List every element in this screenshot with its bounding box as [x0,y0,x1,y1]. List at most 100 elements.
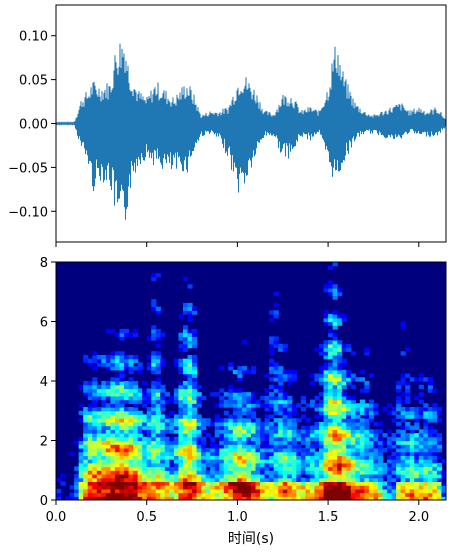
spectrogram-cell [201,496,207,500]
spectrogram-cell [128,354,134,360]
spectrogram-cell [251,436,257,442]
spectrogram-cell [210,485,216,490]
spectrogram-cell [187,447,193,453]
spectrogram-cell [441,481,446,486]
spectrogram-cell [300,429,307,434]
spectrogram-cell [96,362,102,367]
spectrogram-cell [56,496,62,500]
spectrogram-cell [273,395,279,401]
spectrogram-cell [405,444,411,449]
spectrogram-cell [300,440,307,445]
waveform-panel: 0.100.050.00−0.05−0.10 [8,4,447,247]
spectrogram-cell [151,492,157,497]
spectrogram-cell [133,496,139,500]
spectrogram-cell [219,496,225,500]
spectrogram-cell [101,407,107,412]
spectrogram-cell [269,317,275,323]
spectrogram-cell [105,447,112,453]
spectrogram-cell [273,447,279,453]
spectrogram-cell [228,436,234,442]
spectrogram-cell [110,459,116,464]
spectrogram-cell [269,421,275,427]
spectrogram-cell [237,436,243,442]
spectrogram-cell [359,477,365,483]
spectrogram-cell [160,395,166,401]
spectrogram-cell [332,392,338,397]
spectrogram-cell [142,395,148,401]
spectrogram-cell [314,433,320,438]
spectrogram-cell [332,384,338,390]
spectrogram-cell [151,488,157,494]
spectrogram-cell [291,451,297,456]
spectrogram-cell [264,373,270,378]
spectrogram-cell [155,377,161,382]
spectrogram-cell [169,496,175,500]
spectrogram-cell [169,418,175,423]
spectrogram-cell [332,473,338,479]
spectrogram-cell [87,485,93,490]
spectrogram-cell [332,477,338,483]
spectrogram-cell [287,399,293,404]
spectrogram-cell [187,336,193,341]
spectrogram-cell [128,414,134,419]
spectrogram-cell [287,488,293,494]
spectrogram-cell [155,421,161,427]
spectrogram-cell [405,410,411,416]
spectrogram-cell [214,425,220,430]
spectrogram-cell [228,418,234,423]
spectrogram-cell [260,425,266,430]
spectrogram-cell [368,477,375,483]
spectrogram-cell [119,462,125,468]
spectrogram-cell [282,440,288,445]
spectrogram-cell [319,447,325,453]
spectrogram-cell [337,444,343,449]
spectrogram-cell [355,418,361,423]
spectrogram-cell [196,440,202,445]
spectrogram-cell [201,473,207,479]
spectrogram-cell [151,336,157,341]
spectrogram-cell [328,340,334,345]
spectrogram-cell [346,459,352,464]
spectrogram-cell [74,492,80,497]
spectrogram-cell [219,444,225,449]
spectrogram-cell [287,466,293,471]
spectrogram-cell [228,425,234,430]
spectrogram-cell [323,470,329,475]
spectrogram-cell [314,481,320,486]
spectrogram-cell [87,444,93,449]
spectrogram-cell [241,418,248,423]
spectrogram-cell [337,354,343,360]
spectrogram-cell [237,395,243,401]
spectrogram-cell [251,447,257,453]
spectrogram-cell [178,395,184,401]
spectrogram-cell [160,384,166,390]
spectrogram-cell [92,366,98,371]
spectrogram-cell [364,388,370,393]
spectrogram-cell [201,485,207,490]
spectrogram-cell [337,425,343,430]
spectrogram-cell [164,444,170,449]
spectrogram-cell [377,451,384,456]
spectrogram-cell [418,373,424,378]
spectrogram-cell [146,481,152,486]
spectrogram-cell [146,477,152,483]
spectrogram-cell [146,421,152,427]
spectrogram-cell [223,473,229,479]
spectrogram-cell [128,384,134,390]
spectrogram-cell [114,481,121,486]
spectrogram-cell [373,403,379,408]
spectrogram-cell [269,392,275,397]
spectrogram-cell [133,451,139,456]
spectrogram-cell [241,399,248,404]
spectrogram-cell [414,425,420,430]
spectrogram-cell [309,433,316,438]
spectrogram-cell [291,407,297,412]
spectrogram-cell [391,496,397,500]
spectrogram-cell [264,481,270,486]
spectrogram-cell [323,317,329,323]
spectrogram-cell [187,369,193,375]
spectrogram-cell [128,377,134,382]
spectrogram-cell [264,488,270,494]
spectrogram-cell [169,459,175,464]
spectrogram-cell [323,288,329,293]
